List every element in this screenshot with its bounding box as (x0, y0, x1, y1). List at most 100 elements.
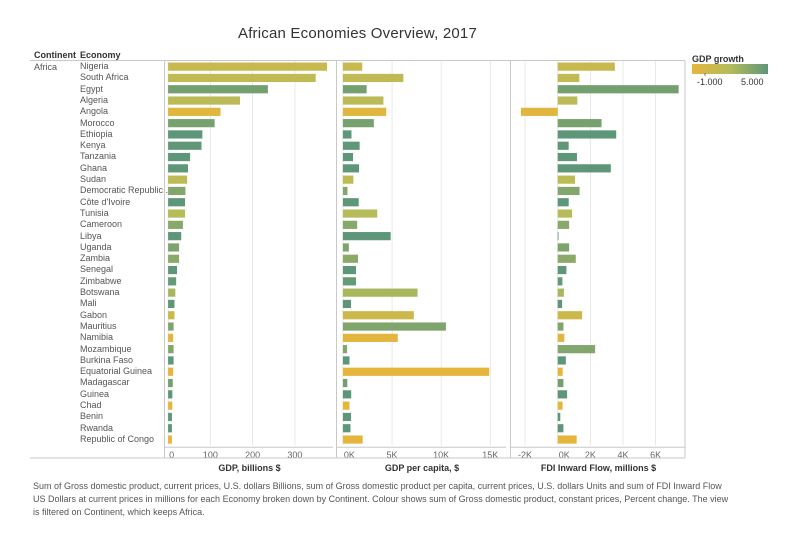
footnote: Sum of Gross domestic product, current p… (33, 481, 729, 517)
bar (168, 254, 180, 263)
bar (557, 119, 602, 128)
x-tick-label: 6K (650, 450, 661, 460)
economy-label: Namibia (80, 332, 114, 343)
bar (168, 209, 186, 218)
economy-label: Tunisia (80, 207, 109, 218)
economy-label: Tanzania (80, 151, 117, 162)
economy-label: Gabon (80, 309, 108, 320)
economy-label: Burkina Faso (80, 354, 134, 365)
bar (342, 232, 391, 241)
bar (342, 141, 360, 150)
x-tick-label: 200 (245, 450, 260, 460)
bar (557, 186, 580, 196)
x-tick-label: 0K (344, 450, 355, 460)
bar (168, 85, 268, 94)
legend-min-label: -1.000 (697, 77, 723, 87)
bar (342, 299, 352, 309)
economy-label: South Africa (80, 72, 129, 83)
bar (557, 412, 561, 422)
bar (168, 243, 180, 252)
bar (557, 333, 565, 342)
bar (557, 62, 615, 71)
bar (168, 232, 182, 241)
bar (168, 164, 188, 173)
bar (168, 130, 203, 139)
bar (557, 152, 577, 162)
economy-label: Kenya (80, 140, 106, 151)
economy-label: Algeria (80, 94, 109, 105)
bar (557, 435, 577, 444)
economy-header: Economy (80, 50, 121, 60)
economy-label: Morocco (80, 117, 115, 128)
economy-label: Zimbabwe (80, 275, 122, 286)
bar (342, 435, 363, 444)
economy-label: Equatorial Guinea (80, 366, 153, 377)
bar (557, 277, 563, 286)
bar (168, 73, 316, 83)
bar (557, 73, 580, 83)
economy-label: Egypt (80, 83, 104, 94)
bar (168, 186, 186, 196)
bar (342, 198, 359, 207)
economy-label: Chad (80, 400, 102, 410)
economy-label: Guinea (80, 388, 110, 399)
economy-label: Mauritius (80, 320, 117, 331)
economy-label: Rwanda (80, 422, 114, 433)
economy-label: Madagascar (80, 377, 130, 388)
bar (342, 254, 359, 263)
bar (168, 322, 174, 331)
bar (168, 311, 175, 320)
x-tick-label: 0 (169, 450, 174, 460)
bar (557, 367, 563, 376)
bar (557, 209, 573, 218)
bar (168, 152, 191, 162)
bar (342, 424, 351, 433)
bar (168, 412, 172, 422)
bar (342, 107, 387, 116)
bar (557, 130, 617, 139)
bar (342, 220, 358, 229)
bar (342, 164, 360, 173)
bar (342, 265, 356, 275)
bar (168, 198, 186, 207)
bar (557, 322, 564, 331)
bar (342, 277, 357, 286)
legend-title: GDP growth (692, 54, 744, 64)
x-axis-title: FDI Inward Flow, millions $ (541, 463, 656, 473)
bar (168, 390, 173, 399)
x-tick-label: 10K (433, 450, 449, 460)
bar (168, 265, 177, 275)
bar (557, 299, 563, 309)
legend-color-ramp (692, 64, 768, 74)
bar (168, 356, 174, 365)
bar (342, 288, 418, 297)
bar (557, 356, 566, 365)
bar (557, 85, 679, 94)
legend-max-label: 5.000 (741, 77, 764, 87)
bar (557, 220, 570, 229)
economy-label: Ethiopia (80, 128, 113, 139)
x-tick-label: 4K (617, 450, 628, 460)
bar (342, 401, 350, 410)
bar (342, 186, 348, 196)
bar (342, 96, 384, 105)
bar (168, 299, 175, 309)
chart-title: African Economies Overview, 2017 (237, 25, 477, 42)
bar (557, 424, 564, 433)
economy-label: Libya (80, 230, 102, 241)
x-tick-label: 300 (287, 450, 302, 460)
bar (168, 220, 183, 229)
x-tick-label: 2K (585, 450, 596, 460)
x-tick-label: 15K (482, 450, 498, 460)
economy-label: Angola (80, 106, 109, 117)
bar (342, 390, 352, 399)
bar (168, 107, 221, 116)
x-tick-label: 100 (203, 450, 218, 460)
bar (557, 96, 578, 105)
economy-label: Uganda (80, 241, 112, 252)
bar (168, 424, 172, 433)
bar (557, 243, 570, 252)
economy-label: Mozambique (80, 343, 132, 354)
bar (557, 378, 564, 388)
bar (557, 254, 576, 263)
